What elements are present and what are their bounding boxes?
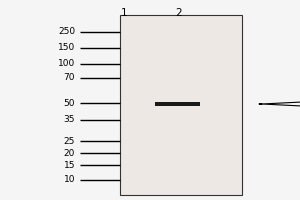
Text: 20: 20 (64, 148, 75, 158)
Text: 15: 15 (64, 160, 75, 170)
Text: 1: 1 (121, 8, 128, 18)
Text: 2: 2 (175, 8, 182, 18)
Text: 100: 100 (58, 60, 75, 68)
Text: 25: 25 (64, 136, 75, 146)
Text: 10: 10 (64, 176, 75, 184)
Text: 35: 35 (64, 116, 75, 124)
Text: 70: 70 (64, 73, 75, 82)
Text: 250: 250 (58, 27, 75, 36)
Bar (120, 15, 242, 195)
Bar (155, 102, 200, 106)
Text: 150: 150 (58, 44, 75, 52)
Text: 50: 50 (64, 98, 75, 108)
